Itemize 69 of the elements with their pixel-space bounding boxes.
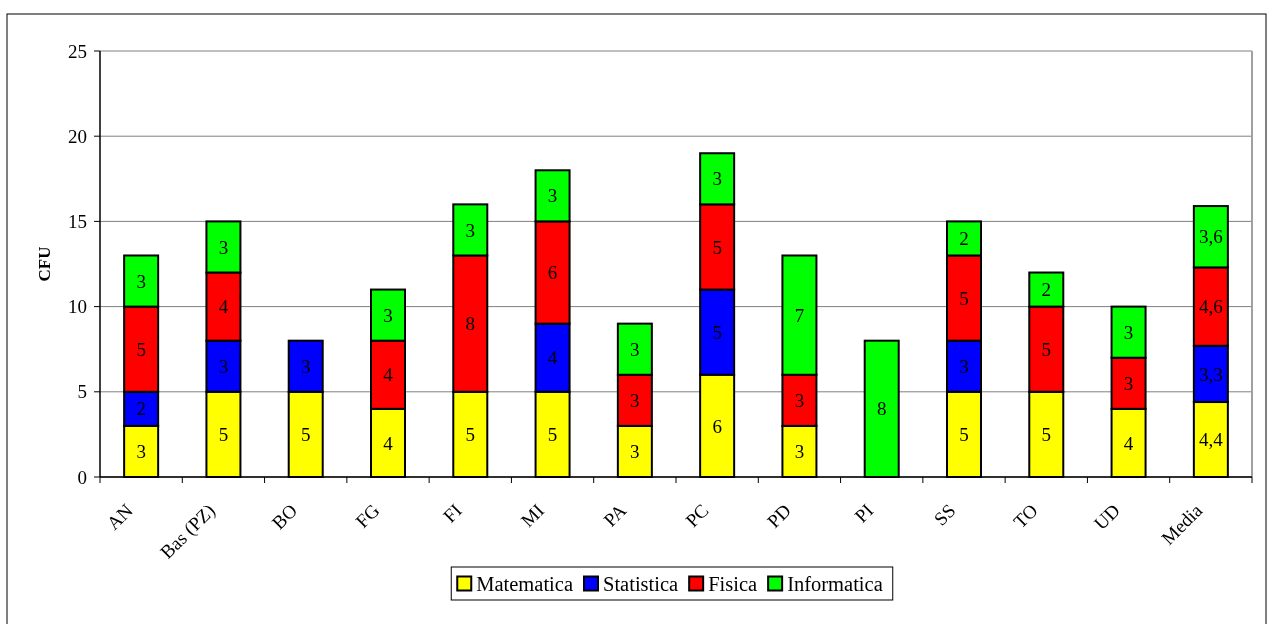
y-tick-label: 5 [77, 381, 87, 403]
data-label: 5 [712, 236, 722, 258]
data-label: 3 [136, 441, 146, 463]
x-tick-label: BO [267, 499, 302, 534]
y-axis-title: CFU [34, 246, 54, 282]
x-tick-label: AN [102, 499, 137, 534]
data-label: 8 [465, 313, 476, 335]
y-tick-label: 25 [68, 40, 87, 62]
x-tick-label: PD [762, 499, 795, 532]
data-label: 5 [712, 321, 722, 343]
data-label: 3 [136, 270, 146, 292]
x-tick-label: Bas (PZ) [155, 499, 220, 564]
x-tick-label: PC [681, 499, 713, 531]
x-tick-label: MI [516, 499, 549, 531]
x-tick-label: PI [850, 499, 878, 527]
data-label: 5 [959, 287, 969, 309]
data-label: 3 [959, 355, 969, 377]
data-label: 5 [218, 424, 229, 446]
data-label: 5 [547, 424, 558, 446]
x-tick-label: PA [599, 499, 631, 531]
data-label: 2 [136, 398, 146, 420]
data-label: 3 [794, 441, 805, 463]
data-label: 3 [794, 389, 805, 411]
x-tick-label: FG [351, 499, 384, 532]
data-label: 3 [630, 441, 640, 463]
x-tick-label: TO [1009, 499, 1042, 533]
data-label: 5 [959, 424, 969, 446]
data-label: 3 [630, 338, 640, 360]
y-tick-label: 0 [77, 466, 87, 488]
data-label: 4 [1123, 432, 1134, 454]
x-tick-label: SS [929, 499, 960, 530]
x-tick-label: FI [439, 499, 466, 527]
data-label: 3 [300, 355, 311, 377]
data-label: 7 [794, 304, 805, 326]
data-label: 3 [630, 389, 640, 411]
data-label: 3,6 [1198, 226, 1223, 248]
data-label: 5 [1041, 338, 1052, 360]
data-label: 4,4 [1198, 429, 1224, 451]
data-label: 8 [876, 398, 887, 420]
data-label: 3 [218, 236, 229, 258]
data-label: 5 [300, 424, 311, 446]
data-label: 6 [547, 262, 558, 284]
y-tick-label: 10 [68, 296, 87, 318]
data-label: 3 [712, 168, 722, 190]
data-label: 2 [959, 228, 969, 250]
data-label: 3 [383, 304, 393, 326]
data-label: 4 [383, 432, 394, 454]
legend-label: Fisica [708, 572, 758, 595]
data-label: 5 [136, 338, 146, 360]
x-tick-label: UD [1089, 499, 1125, 534]
data-label: 3,3 [1198, 363, 1223, 385]
legend-label: Informatica [787, 572, 883, 595]
data-label: 3 [1123, 372, 1134, 394]
data-label: 5 [1041, 424, 1052, 446]
data-label: 4 [218, 296, 229, 318]
data-label: 3 [218, 355, 229, 377]
data-label: 4 [547, 347, 558, 369]
data-label: 4 [383, 364, 394, 386]
data-label: 4,6 [1198, 296, 1223, 318]
data-label: 3 [547, 185, 558, 207]
y-tick-label: 20 [68, 125, 87, 147]
data-label: 6 [712, 415, 722, 437]
data-label: 3 [1123, 321, 1134, 343]
legend-label: Statistica [603, 572, 679, 595]
data-label: 2 [1041, 279, 1052, 301]
y-tick-label: 15 [68, 211, 87, 233]
data-label: 5 [465, 424, 476, 446]
data-label: 3 [465, 219, 476, 241]
legend-label: Matematica [476, 572, 574, 595]
